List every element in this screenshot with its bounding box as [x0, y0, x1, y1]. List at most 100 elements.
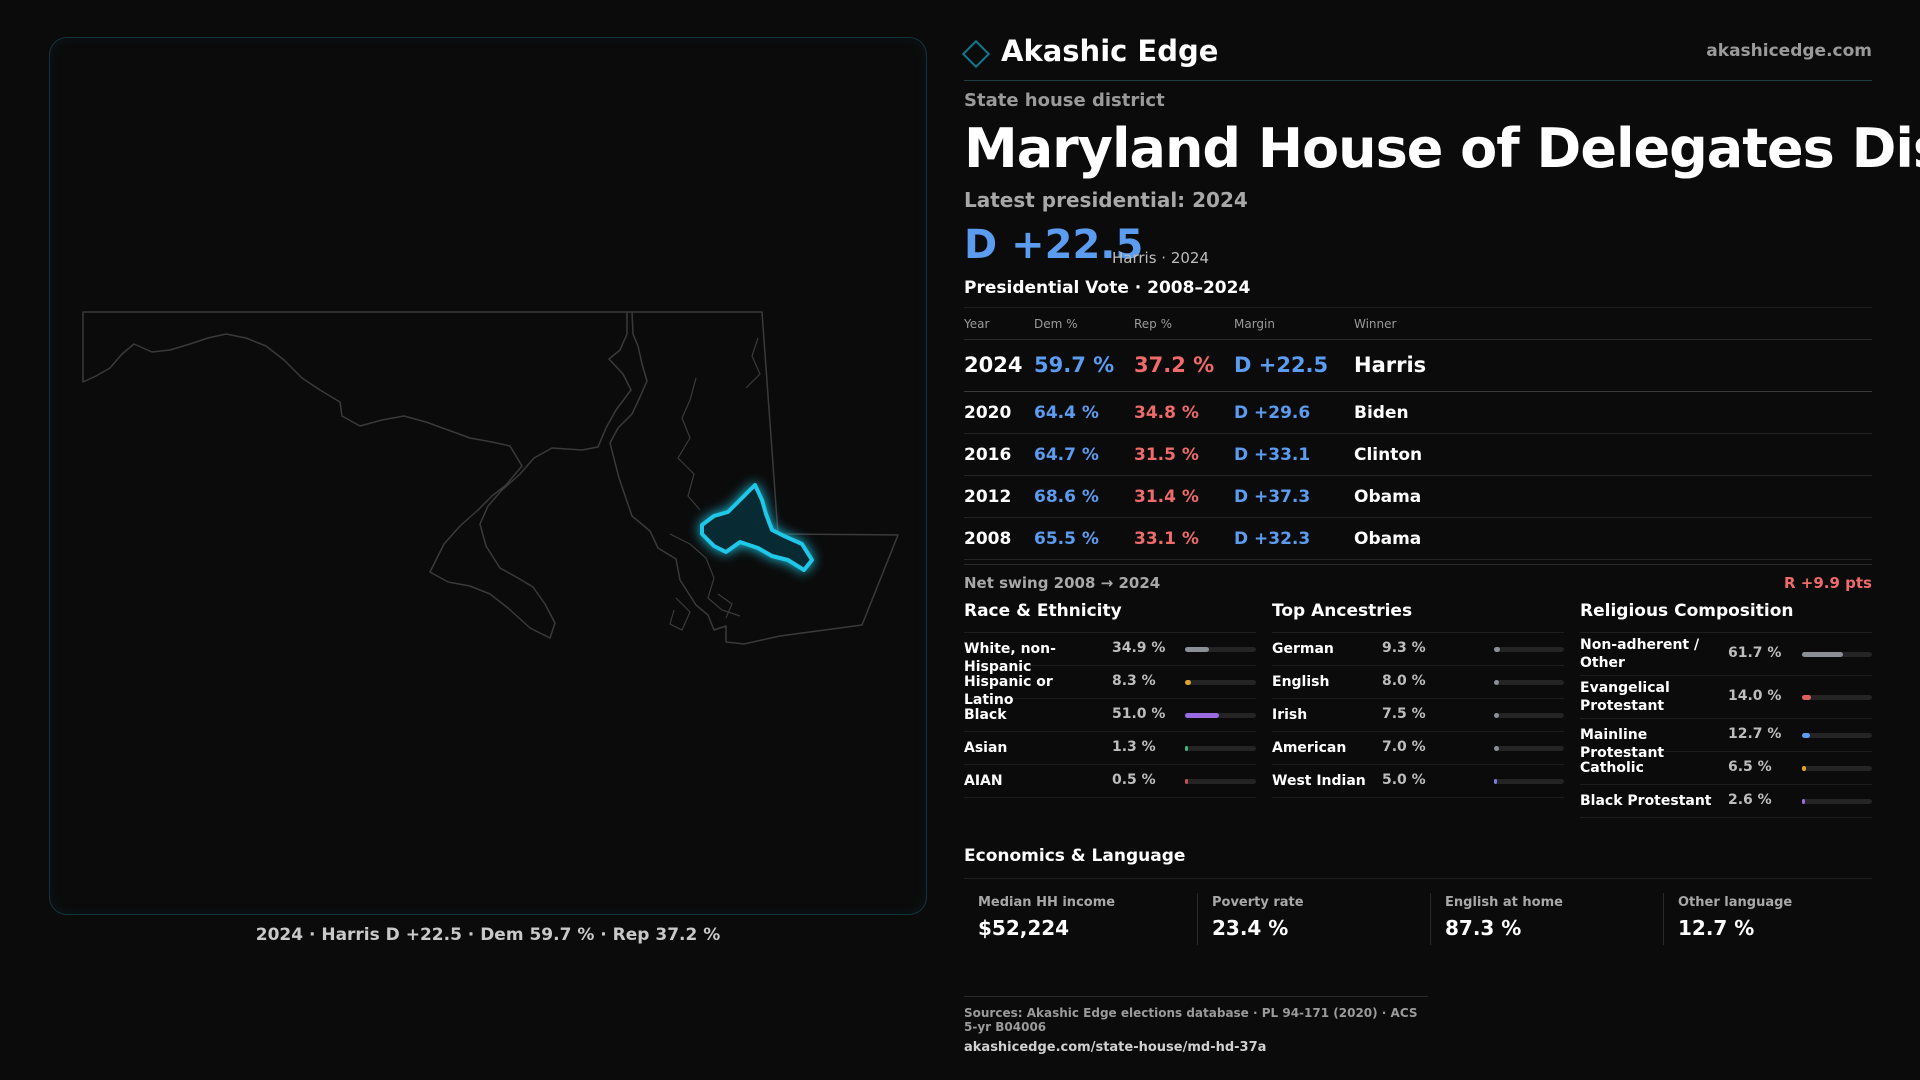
- econ-label: Median HH income: [978, 895, 1116, 910]
- demo-row: Black 51.0 %: [964, 699, 1256, 732]
- demo-value: 6.5 %: [1728, 759, 1772, 775]
- demo-bar-track: [1494, 779, 1564, 784]
- demo-label: Irish: [1272, 707, 1308, 723]
- demo-bar-fill: [1185, 713, 1220, 718]
- demo-label: White, non-Hispanic: [964, 641, 1056, 675]
- row-margin: D +22.5: [1234, 353, 1329, 377]
- row-rep: 37.2 %: [1134, 353, 1215, 377]
- demo-value: 7.0 %: [1382, 739, 1426, 755]
- demo-value: 14.0 %: [1728, 688, 1782, 704]
- demo-bar-track: [1185, 713, 1256, 718]
- net-swing-value: R +9.9 pts: [1784, 574, 1872, 592]
- demo-bar-fill: [1802, 733, 1811, 738]
- demo-value: 8.0 %: [1382, 673, 1426, 689]
- demo-label: Evangelical Protestant: [1580, 680, 1670, 714]
- maryland-map: [82, 311, 899, 645]
- econ-label: Poverty rate: [1212, 895, 1304, 910]
- row-margin: D +29.6: [1234, 403, 1311, 423]
- demo-bar-track: [1494, 713, 1564, 718]
- econ-value: $52,224: [978, 916, 1070, 940]
- row-margin: D +37.3: [1234, 487, 1311, 507]
- demo-bar-fill: [1494, 713, 1499, 718]
- district-highlight-icon[interactable]: [700, 483, 814, 572]
- col-year: Year: [964, 317, 990, 331]
- econ-english: English at home 87.3 %: [1430, 893, 1663, 945]
- table-row: 2024 59.7 % 37.2 % D +22.5 Harris: [964, 340, 1872, 392]
- demo-bar-track: [1802, 799, 1872, 804]
- ancestry-section: Top Ancestries German 9.3 % English 8.0 % Ir…: [1272, 601, 1564, 798]
- demo-row: Catholic 6.5 %: [1580, 752, 1872, 785]
- demo-label: Non-adherent / Other: [1580, 637, 1700, 671]
- demo-value: 61.7 %: [1728, 645, 1782, 661]
- row-year: 2016: [964, 445, 1012, 465]
- row-rep: 31.4 %: [1134, 487, 1199, 507]
- demo-bar-track: [1802, 766, 1872, 771]
- sources-line: Sources: Akashic Edge elections database…: [964, 1006, 1418, 1034]
- demo-bar-track: [1185, 647, 1256, 652]
- demo-row: AIAN 0.5 %: [964, 765, 1256, 798]
- brand-name[interactable]: Akashic Edge: [1001, 34, 1219, 68]
- demo-bar-fill: [1494, 647, 1501, 652]
- demo-row: West Indian 5.0 %: [1272, 765, 1564, 798]
- demo-row: English 8.0 %: [1272, 666, 1564, 699]
- row-rep: 34.8 %: [1134, 403, 1199, 423]
- table-row: 2020 64.4 % 34.8 % D +29.6 Biden: [964, 392, 1872, 434]
- demo-bar-fill: [1185, 779, 1188, 784]
- demo-label: Mainline Protestant: [1580, 727, 1665, 761]
- demo-row: Hispanic or Latino 8.3 %: [964, 666, 1256, 708]
- state-outline-icon: [82, 311, 899, 645]
- row-rep: 31.5 %: [1134, 445, 1199, 465]
- demo-label: Hispanic or Latino: [964, 674, 1053, 708]
- brand-header: Akashic Edge akashicedge.com: [961, 32, 1872, 81]
- demo-bar-track: [1185, 746, 1256, 751]
- demo-row: Non-adherent / Other 61.7 %: [1580, 633, 1872, 676]
- econ-value: 12.7 %: [1678, 916, 1755, 940]
- headline-margin-sub: Harris · 2024: [1112, 249, 1210, 267]
- demo-bar-track: [1185, 680, 1256, 685]
- demo-row: Asian 1.3 %: [964, 732, 1256, 765]
- demo-label: AIAN: [964, 773, 1003, 789]
- row-rep: 33.1 %: [1134, 529, 1199, 549]
- demo-row: Evangelical Protestant 14.0 %: [1580, 676, 1872, 719]
- demo-value: 5.0 %: [1382, 772, 1426, 788]
- headline-margin: D +22.5: [964, 222, 1144, 268]
- religion-section: Religious Composition Non-adherent / Oth…: [1580, 601, 1872, 818]
- demo-row: American 7.0 %: [1272, 732, 1564, 765]
- demo-bar-track: [1802, 652, 1872, 657]
- demo-bar-fill: [1802, 652, 1844, 657]
- demo-bar-track: [1494, 680, 1564, 685]
- table-row: 2016 64.7 % 31.5 % D +33.1 Clinton: [964, 434, 1872, 476]
- row-year: 2020: [964, 403, 1012, 423]
- brand-url[interactable]: akashicedge.com: [1706, 41, 1872, 61]
- demo-value: 12.7 %: [1728, 726, 1782, 742]
- row-margin: D +32.3: [1234, 529, 1311, 549]
- row-dem: 59.7 %: [1034, 353, 1115, 377]
- row-dem: 65.5 %: [1034, 529, 1099, 549]
- economics-row: Median HH income $52,224 Poverty rate 23…: [964, 878, 1872, 952]
- demo-bar-track: [1802, 695, 1872, 700]
- demo-bar-fill: [1494, 746, 1499, 751]
- demo-bar-fill: [1185, 746, 1188, 751]
- map-panel[interactable]: [49, 37, 927, 915]
- demo-row: Mainline Protestant 12.7 %: [1580, 719, 1872, 761]
- demo-bar-track: [1494, 647, 1564, 652]
- demo-label: Asian: [964, 740, 1008, 756]
- econ-income: Median HH income $52,224: [964, 893, 1197, 945]
- latest-presidential: Latest presidential: 2024: [964, 188, 1248, 212]
- demo-bar-fill: [1494, 779, 1498, 784]
- presidential-vote-title: Presidential Vote · 2008–2024: [964, 278, 1251, 298]
- row-winner: Obama: [1354, 487, 1422, 507]
- row-winner: Obama: [1354, 529, 1422, 549]
- table-row: 2008 65.5 % 33.1 % D +32.3 Obama: [964, 518, 1872, 560]
- net-swing-label: Net swing 2008 → 2024: [964, 574, 1161, 592]
- sources-url[interactable]: akashicedge.com/state-house/md-hd-37a: [964, 1040, 1267, 1055]
- row-winner: Harris: [1354, 353, 1427, 377]
- col-rep: Rep %: [1134, 317, 1173, 331]
- demo-value: 8.3 %: [1112, 673, 1156, 689]
- page-title: Maryland House of Delegates District 37A: [964, 117, 1920, 180]
- row-winner: Clinton: [1354, 445, 1423, 465]
- demo-bar-track: [1802, 733, 1872, 738]
- demo-label: Black Protestant: [1580, 793, 1712, 809]
- col-dem: Dem %: [1034, 317, 1078, 331]
- demo-value: 1.3 %: [1112, 739, 1156, 755]
